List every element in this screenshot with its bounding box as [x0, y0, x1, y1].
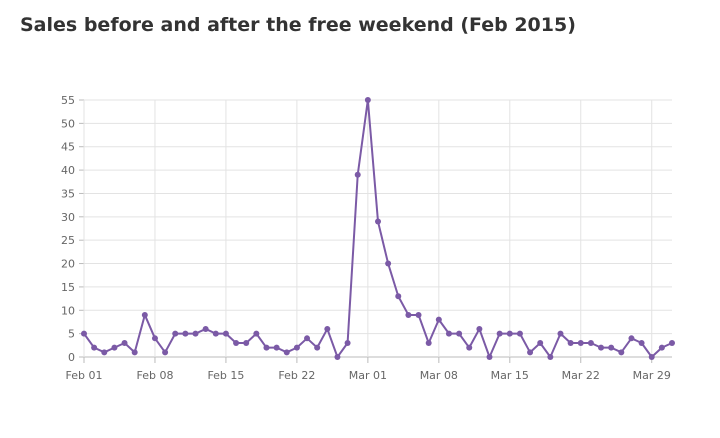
data-point: [314, 344, 321, 351]
data-point: [233, 339, 240, 346]
data-point: [375, 218, 381, 225]
data-point: [151, 335, 158, 342]
x-tick-label: Mar 29: [633, 369, 671, 382]
data-point: [121, 339, 128, 346]
y-tick-label: 0: [68, 351, 75, 364]
data-point: [456, 330, 463, 337]
data-point: [354, 171, 361, 178]
data-point: [598, 344, 605, 351]
data-point: [527, 349, 534, 356]
data-point: [253, 330, 260, 337]
x-tick-label: Mar 08: [420, 369, 458, 382]
y-gridlines: [79, 99, 672, 358]
y-tick-label: 20: [61, 258, 75, 271]
x-gridlines: [83, 100, 653, 363]
data-point: [202, 325, 209, 332]
y-tick-label: 50: [61, 117, 75, 130]
y-tick-label: 15: [61, 281, 75, 294]
x-tick-label: Feb 01: [66, 369, 103, 382]
y-tick-label: 25: [61, 234, 75, 247]
data-point: [557, 330, 564, 337]
x-tick-label: Feb 15: [207, 369, 244, 382]
x-tick-label: Feb 08: [136, 369, 173, 382]
data-point: [415, 311, 422, 318]
data-point: [587, 339, 594, 346]
data-point: [669, 339, 675, 346]
data-point: [334, 354, 341, 360]
y-tick-label: 10: [61, 304, 75, 317]
x-tick-label: Mar 01: [349, 369, 387, 382]
y-tick-label: 5: [68, 328, 75, 341]
data-point: [445, 330, 452, 337]
data-point: [425, 339, 432, 346]
data-point: [192, 330, 199, 337]
data-point: [628, 335, 635, 342]
data-point: [212, 330, 219, 337]
data-point: [537, 339, 544, 346]
data-point: [243, 339, 250, 346]
sales-series-line: [83, 99, 673, 358]
data-point: [131, 349, 138, 356]
x-tick-label: Mar 15: [491, 369, 529, 382]
data-point: [577, 339, 584, 346]
y-tick-label: 35: [61, 187, 75, 200]
data-point: [273, 344, 280, 351]
data-point: [395, 293, 402, 300]
data-point: [648, 354, 655, 360]
data-point: [496, 330, 503, 337]
x-tick-label: Mar 22: [562, 369, 600, 382]
data-point: [162, 349, 169, 356]
data-point: [293, 344, 300, 351]
x-tick-label: Feb 22: [278, 369, 315, 382]
data-point: [516, 330, 523, 337]
data-point: [304, 335, 311, 342]
data-point: [172, 330, 179, 337]
data-point: [81, 330, 87, 337]
data-point: [101, 349, 108, 356]
y-tick-label: 30: [61, 211, 75, 224]
y-tick-labels: 0 5 10 15 20 25 30 35 40 45 50 55: [61, 94, 75, 364]
data-point: [182, 330, 189, 337]
data-point: [385, 260, 392, 267]
data-point: [658, 344, 665, 351]
data-point: [91, 344, 98, 351]
data-point: [466, 344, 473, 351]
data-point: [364, 97, 371, 103]
data-point: [618, 349, 625, 356]
sales-data-points: [81, 97, 675, 360]
data-point: [222, 330, 229, 337]
data-point: [324, 325, 331, 332]
data-point: [263, 344, 270, 351]
data-point: [283, 349, 290, 356]
data-point: [476, 325, 483, 332]
data-point: [435, 316, 442, 323]
y-tick-label: 45: [61, 141, 75, 154]
data-point: [405, 311, 412, 318]
x-tick-labels: Feb 01 Feb 08 Feb 15 Feb 22 Mar 01 Mar 08 Mar …: [66, 369, 671, 382]
y-tick-label: 55: [61, 94, 75, 107]
data-point: [111, 344, 118, 351]
data-point: [141, 311, 148, 318]
data-point: [608, 344, 615, 351]
data-point: [638, 339, 645, 346]
y-tick-label: 40: [61, 164, 75, 177]
data-point: [344, 339, 351, 346]
chart-title: Sales before and after the free weekend …: [20, 14, 576, 36]
data-point: [506, 330, 513, 337]
data-point: [486, 354, 493, 360]
data-point: [547, 354, 554, 360]
data-point: [567, 339, 574, 346]
